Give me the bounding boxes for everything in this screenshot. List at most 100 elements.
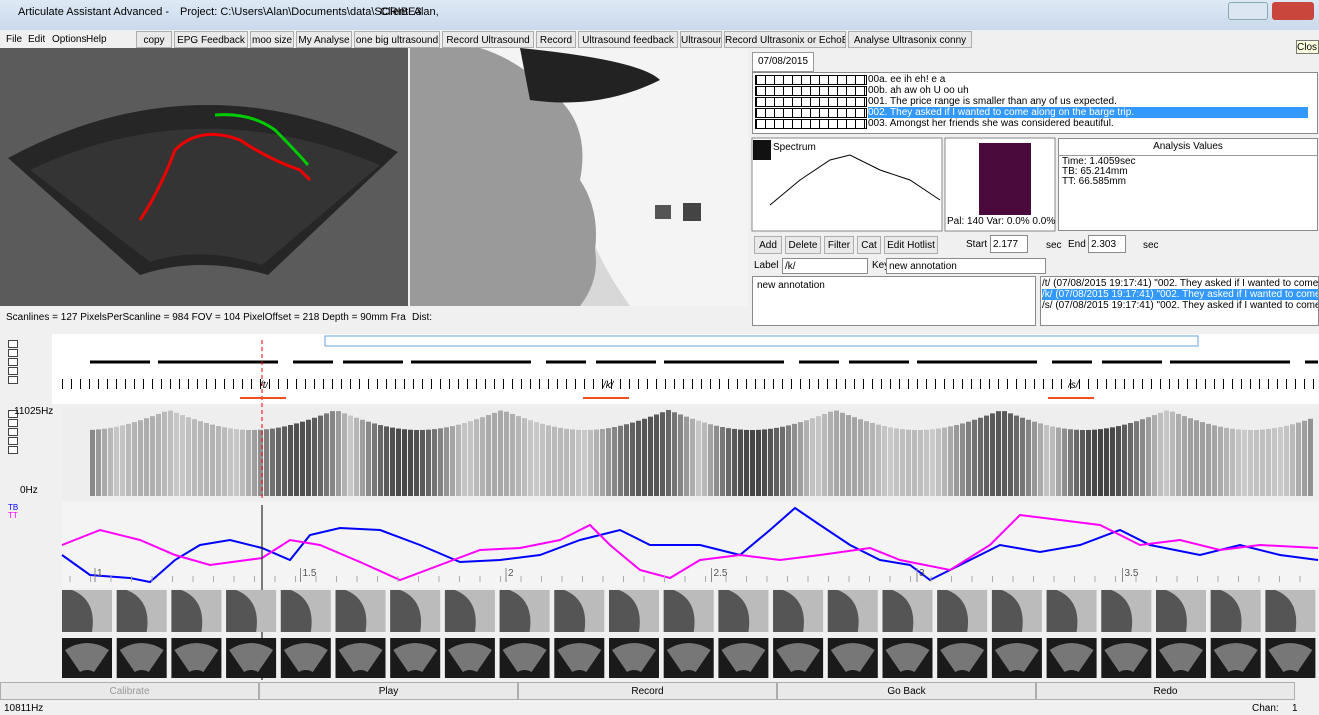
menu-item[interactable]: Edit	[28, 34, 46, 45]
spectrogram-column	[1098, 429, 1103, 496]
spectrogram-column	[516, 416, 521, 496]
spectrogram-column	[996, 411, 1001, 496]
thumb-fan	[666, 643, 711, 672]
spectrogram-column	[768, 428, 773, 496]
bottom-button[interactable]: Play	[259, 682, 518, 700]
prompt-item[interactable]: 00b. ah aw oh U oo uh	[868, 85, 969, 96]
thumb-face	[1265, 590, 1297, 632]
bottom-button[interactable]: Record	[518, 682, 777, 700]
spectrogram-column	[1074, 429, 1079, 496]
thumb-fan	[1268, 643, 1313, 672]
action-button[interactable]: Filter	[824, 236, 854, 254]
toolbar-button[interactable]: EPG Feedback	[174, 31, 248, 48]
spectrogram-column	[738, 429, 743, 496]
ultrasound-thumbnail	[226, 638, 277, 678]
zoom-control[interactable]	[8, 419, 18, 427]
bottom-button[interactable]: Calibrate	[0, 682, 259, 700]
close-button[interactable]	[1272, 2, 1314, 20]
toolbar-button[interactable]: Ultrasound	[680, 31, 722, 48]
spectrogram-column	[1008, 413, 1013, 496]
toolbar-button[interactable]: Record Ultrasound	[442, 31, 534, 48]
spectrogram-column	[672, 412, 677, 496]
bottom-button[interactable]: Go Back	[777, 682, 1036, 700]
toolbar-button[interactable]: Record Ultrasonix or EchoB	[724, 31, 846, 48]
start-input[interactable]: 2.177	[990, 235, 1028, 253]
toolbar-button[interactable]: one big ultrasound	[354, 31, 440, 48]
spectrogram-column	[1242, 429, 1247, 496]
note-box[interactable]: new annotation	[752, 276, 1036, 326]
zoom-control[interactable]	[8, 358, 18, 366]
spectrogram-column	[1044, 425, 1049, 496]
toolbar-button[interactable]: Ultrasound feedback	[578, 31, 678, 48]
spectrogram-column	[1002, 411, 1007, 496]
prompt-item[interactable]: 001. The price range is smaller than any…	[868, 96, 1117, 107]
spectrogram-column	[918, 429, 923, 496]
zoom-control[interactable]	[8, 428, 18, 436]
thumb-fan	[1104, 643, 1149, 672]
zoom-control[interactable]	[8, 437, 18, 445]
ultrasound-thumbnail	[991, 638, 1042, 678]
spectrogram-column	[144, 418, 149, 496]
label-input[interactable]: /k/	[782, 258, 868, 274]
epg-grid	[755, 97, 867, 107]
action-button[interactable]: Cat	[857, 236, 881, 254]
app-title: Articulate Assistant Advanced -	[18, 6, 170, 18]
menu-item[interactable]: Help	[86, 34, 107, 45]
spectrogram-column	[306, 419, 311, 496]
prompt-item[interactable]: 002. They asked if I wanted to come alon…	[868, 107, 1308, 118]
bottom-button[interactable]: Redo	[1036, 682, 1295, 700]
toolbar-button[interactable]: moo size	[250, 31, 294, 48]
spectrogram-column	[1086, 429, 1091, 496]
key-input[interactable]: new annotation	[886, 258, 1046, 274]
toolbar-button[interactable]: My Analyse	[296, 31, 352, 48]
thumb-face	[937, 590, 969, 632]
prompt-item[interactable]: 00a. ee ih eh! e a	[868, 74, 946, 85]
date-tab: 07/08/2015	[752, 52, 814, 72]
spectrogram-column	[114, 426, 119, 496]
spectrogram-column	[462, 423, 467, 496]
spectrogram-column	[834, 410, 839, 496]
action-button[interactable]: Delete	[785, 236, 821, 254]
spectrogram-column	[402, 429, 407, 496]
zoom-control[interactable]	[8, 446, 18, 454]
spectrogram-column	[888, 427, 893, 496]
toolbar-button[interactable]: Analyse Ultrasonix conny	[848, 31, 972, 48]
spectrogram-column	[648, 416, 653, 496]
spectrogram-column	[1104, 428, 1109, 496]
ultrasound-thumbnail	[62, 638, 112, 678]
video-thumbnail	[62, 590, 112, 632]
spectrogram-column	[408, 429, 413, 496]
annotation-item[interactable]: /s/ (07/08/2015 19:17:41) "002. They ask…	[1042, 300, 1318, 311]
toolbar-button[interactable]: Record	[536, 31, 576, 48]
toolbar-button[interactable]: copy	[136, 31, 172, 48]
spectrogram-column	[1224, 427, 1229, 496]
spectrogram-column	[582, 429, 587, 496]
spectrogram-column	[876, 424, 881, 496]
spectrogram-column	[954, 425, 959, 496]
action-button[interactable]: Add	[754, 236, 782, 254]
menu-item[interactable]: File	[6, 34, 23, 45]
spectrogram-column	[1062, 428, 1067, 496]
spectrogram-column	[1236, 429, 1241, 496]
thumb-face	[280, 590, 312, 632]
zoom-control[interactable]	[8, 349, 18, 357]
zoom-control[interactable]	[8, 376, 18, 384]
spectrogram-column	[1302, 420, 1307, 496]
zoom-control[interactable]	[8, 340, 18, 348]
menu-item[interactable]: Options	[52, 34, 87, 45]
end-input[interactable]: 2.303	[1088, 235, 1126, 253]
zoom-control[interactable]	[8, 410, 18, 418]
action-button[interactable]: Edit Hotlist	[884, 236, 938, 254]
zoom-control[interactable]	[8, 367, 18, 375]
spectrogram-column	[942, 427, 947, 496]
epg-grid	[755, 75, 867, 85]
ultrasound-status: Scanlines = 127 PixelsPerScanline = 984 …	[6, 312, 406, 323]
ultrasound-thumbnail	[1156, 638, 1206, 678]
ultrasound-thumbnail	[171, 638, 222, 678]
minimize-button[interactable]	[1228, 2, 1268, 20]
spectrogram-column	[1248, 429, 1253, 496]
prompt-item[interactable]: 003. Amongst her friends she was conside…	[868, 118, 1114, 129]
annotation-item[interactable]: /k/ (07/08/2015 19:17:41) "002. They ask…	[1042, 289, 1318, 300]
spectrogram-column	[1254, 429, 1259, 496]
annotation-item[interactable]: /t/ (07/08/2015 19:17:41) "002. They ask…	[1042, 278, 1318, 289]
